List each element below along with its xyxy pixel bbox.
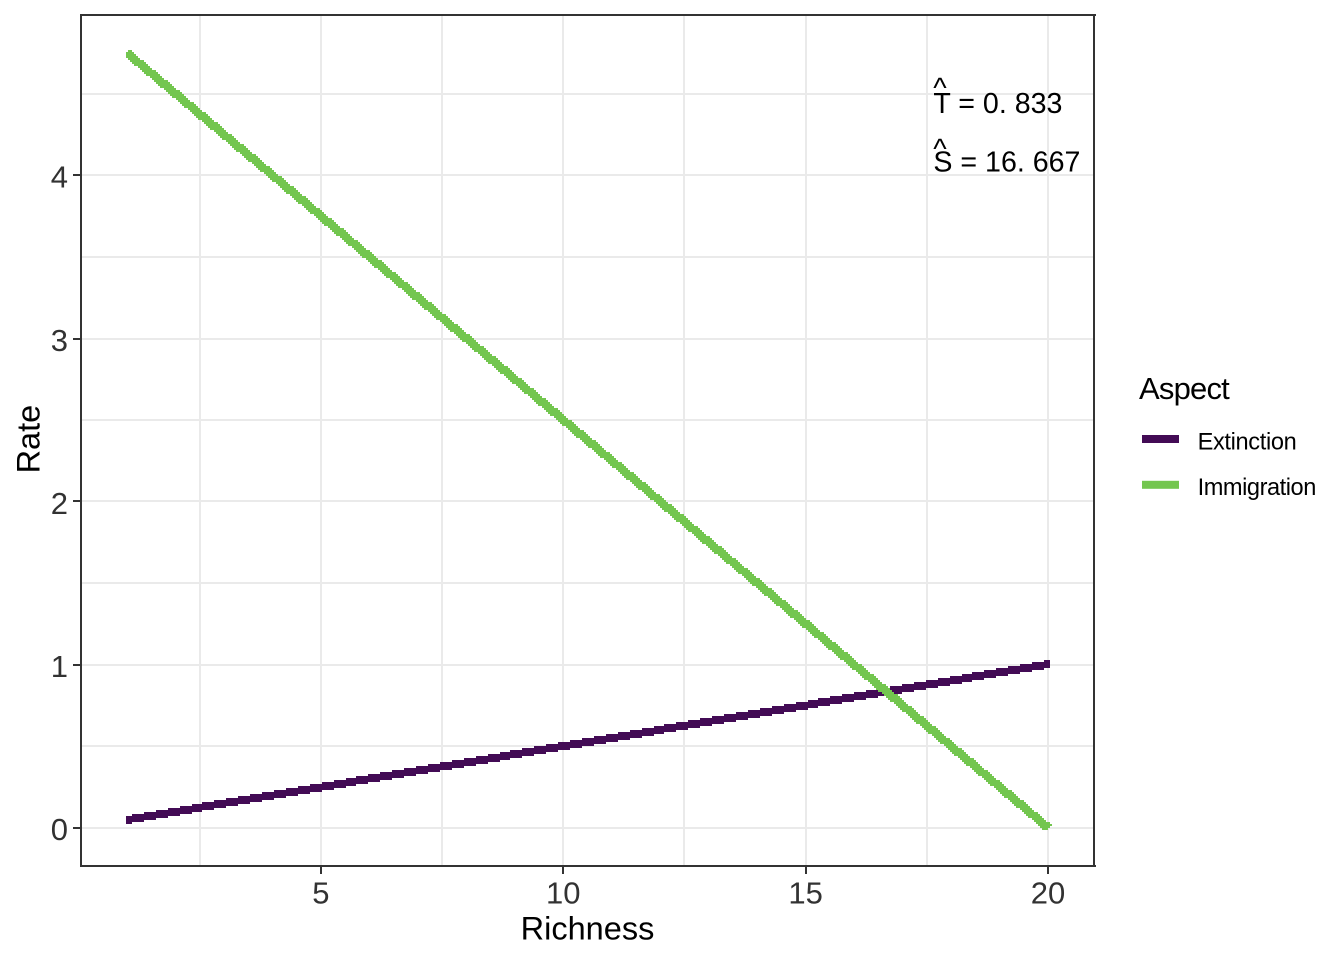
svg-text:5: 5 [312,876,329,911]
svg-text:^: ^ [933,73,947,105]
svg-text:Rate: Rate [11,405,47,474]
svg-text:T = 0. 833: T = 0. 833 [933,88,1062,120]
svg-text:2: 2 [51,486,68,521]
svg-text:^: ^ [933,134,947,166]
svg-text:1: 1 [51,649,68,684]
svg-text:S = 16. 667: S = 16. 667 [933,147,1080,179]
svg-text:20: 20 [1031,876,1065,911]
svg-text:Immigration: Immigration [1198,475,1316,501]
svg-text:Richness: Richness [521,911,655,947]
svg-text:10: 10 [546,876,580,911]
svg-text:Aspect: Aspect [1139,371,1230,406]
svg-text:Extinction: Extinction [1198,429,1297,455]
svg-text:3: 3 [51,323,68,358]
svg-text:4: 4 [51,160,68,195]
svg-text:15: 15 [788,876,822,911]
svg-text:0: 0 [51,812,68,847]
